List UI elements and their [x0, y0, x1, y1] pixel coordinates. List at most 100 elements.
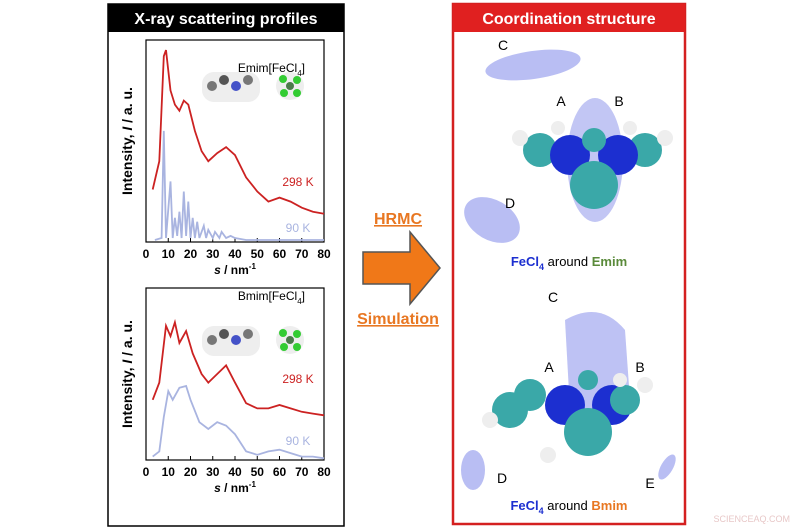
text-part: / nm — [221, 263, 249, 277]
atom — [286, 336, 294, 344]
atom — [550, 135, 590, 175]
arrow — [362, 229, 441, 307]
series-label: 90 K — [286, 434, 311, 448]
site-label: B — [635, 359, 644, 375]
x-tick-label: 80 — [317, 465, 331, 479]
text-part: 4 — [539, 262, 544, 272]
series-label: 298 K — [282, 175, 313, 189]
atom — [293, 76, 301, 84]
x-tick-label: 0 — [143, 247, 150, 261]
x-tick-label: 10 — [162, 247, 176, 261]
atom — [207, 335, 217, 345]
atom — [623, 121, 637, 135]
x-tick-label: 50 — [251, 247, 265, 261]
x-tick-label: 50 — [251, 465, 265, 479]
atom — [231, 81, 241, 91]
site-label: D — [505, 195, 515, 211]
text-part: Bmim — [591, 498, 627, 513]
text-part: Bmim[FeCl — [238, 289, 297, 303]
text-part: Intensity, — [119, 131, 135, 195]
y-axis-label: Intensity, I / a. u. — [119, 320, 135, 428]
x-tick-label: 40 — [228, 247, 242, 261]
atom — [219, 75, 229, 85]
right-title: Coordination structure — [482, 11, 655, 28]
atom — [280, 89, 288, 97]
right-title-bar — [453, 4, 685, 32]
text-part: 4 — [297, 69, 302, 78]
atom — [610, 385, 640, 415]
atom — [512, 130, 528, 146]
atom — [279, 329, 287, 337]
atom — [582, 128, 606, 152]
text-part: FeCl — [510, 498, 538, 513]
atom — [540, 447, 556, 463]
left-title: X-ray scattering profiles — [134, 11, 317, 28]
atom — [293, 89, 301, 97]
left-title-bar — [108, 4, 344, 32]
structure-bmim — [461, 312, 676, 490]
text-part: / a. u. — [119, 87, 135, 127]
text-part: ] — [302, 289, 305, 303]
site-label: E — [645, 475, 654, 491]
atom — [286, 82, 294, 90]
text-part: I — [119, 359, 135, 364]
atom — [570, 161, 618, 209]
text-part: Emim[FeCl — [238, 61, 297, 75]
atom — [482, 412, 498, 428]
site-label: D — [497, 470, 507, 486]
x-axis-label: s / nm-1 — [214, 262, 256, 277]
text-part: FeCl — [511, 254, 539, 269]
x-tick-label: 60 — [273, 247, 287, 261]
caption: FeCl4 around Emim — [511, 254, 627, 272]
x-tick-label: 20 — [184, 247, 198, 261]
atom — [293, 343, 301, 351]
atom — [219, 329, 229, 339]
text-part: I — [119, 126, 135, 131]
density-blob — [464, 197, 520, 243]
y-axis-label: Intensity, I / a. u. — [119, 87, 135, 195]
caption: FeCl4 around Bmim — [510, 498, 627, 516]
site-label: A — [544, 359, 554, 375]
density-blob — [485, 49, 581, 81]
text-part: s — [214, 263, 221, 277]
atom — [578, 370, 598, 390]
x-tick-label: 30 — [206, 465, 220, 479]
structure-emim — [464, 49, 673, 243]
text-part: Emim — [592, 254, 627, 269]
series-line — [152, 384, 325, 460]
molecule-icon — [202, 326, 304, 356]
site-label: C — [498, 37, 508, 53]
atom — [514, 379, 546, 411]
atom — [207, 81, 217, 91]
x-axis-label: s / nm-1 — [214, 480, 256, 495]
x-tick-label: 0 — [143, 465, 150, 479]
series-line — [151, 49, 325, 215]
series-label: 90 K — [286, 221, 311, 235]
text-part: -1 — [249, 262, 257, 271]
plot-frame — [145, 287, 325, 461]
x-tick-label: 70 — [295, 465, 309, 479]
site-label: B — [614, 93, 623, 109]
text-part: / a. u. — [119, 320, 135, 360]
x-tick-label: 70 — [295, 247, 309, 261]
text-part: around — [544, 498, 592, 513]
atom — [551, 121, 565, 135]
molecule-icon — [202, 72, 304, 102]
watermark: SCIENCEAQ.COM — [713, 514, 790, 524]
site-label: C — [548, 289, 558, 305]
atom — [598, 135, 638, 175]
text-part: 4 — [539, 506, 544, 516]
x-tick-label: 10 — [162, 465, 176, 479]
atom — [657, 130, 673, 146]
density-blob — [461, 450, 485, 490]
series-label: 298 K — [282, 372, 313, 386]
atom — [564, 408, 612, 456]
x-tick-label: 60 — [273, 465, 287, 479]
atom — [637, 377, 653, 393]
atom — [243, 329, 253, 339]
atom — [613, 373, 627, 387]
text-part: s — [214, 481, 221, 495]
x-tick-label: 20 — [184, 465, 198, 479]
text-part: around — [544, 254, 592, 269]
